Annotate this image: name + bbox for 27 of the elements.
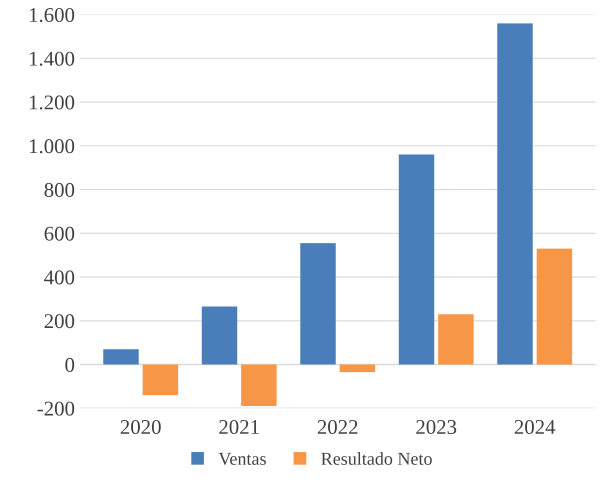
bar (241, 364, 277, 406)
bar (142, 364, 178, 396)
bar (103, 349, 139, 364)
bar (202, 306, 238, 364)
x-tick-label: 2023 (416, 420, 456, 434)
y-tick-label: 600 (44, 226, 74, 241)
x-tick-label: 2020 (120, 420, 161, 434)
x-tick-label: 2024 (514, 420, 556, 434)
bar (340, 364, 376, 372)
y-tick-label: 1.000 (30, 139, 74, 154)
y-tick-label: 1.200 (30, 95, 74, 110)
bar (497, 23, 533, 364)
legend-label: Resultado Neto (321, 452, 432, 465)
y-tick-label: 200 (44, 314, 74, 328)
bar (398, 154, 434, 364)
y-tick-label: 1.600 (30, 8, 74, 22)
y-tick-label: 800 (44, 182, 74, 197)
x-tick-label: 2022 (318, 420, 358, 434)
y-tick-label: 0 (65, 358, 74, 372)
legend-label: Ventas (218, 452, 266, 465)
x-tick-label: 2021 (219, 420, 259, 434)
y-tick-label: 1.400 (30, 52, 74, 66)
bar (536, 248, 572, 364)
bar (300, 243, 336, 364)
y-tick-label: 400 (44, 270, 74, 284)
bar (438, 314, 474, 364)
y-tick-label: -200 (38, 402, 74, 416)
